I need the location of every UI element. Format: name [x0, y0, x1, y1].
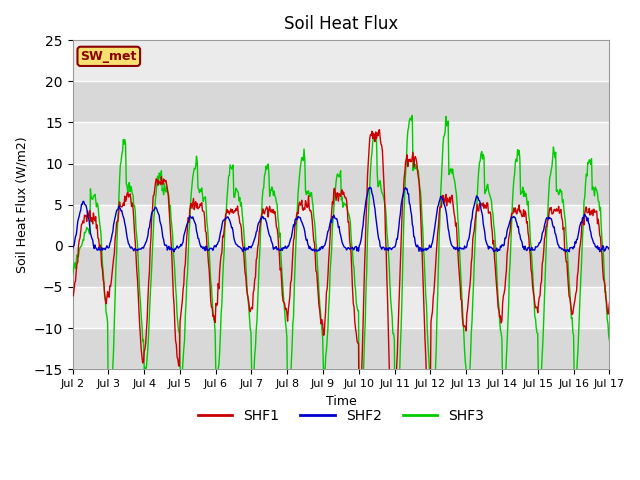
SHF3	[188, 182, 196, 188]
SHF1	[408, 158, 415, 164]
SHF3	[216, 332, 224, 338]
SHF2	[189, 214, 196, 220]
SHF2	[134, 248, 141, 253]
Line: SHF3: SHF3	[72, 115, 609, 467]
SHF2	[408, 212, 415, 218]
SHF1	[68, 289, 76, 295]
Text: SW_met: SW_met	[81, 50, 137, 63]
SHF3	[407, 115, 415, 121]
Bar	[72, 164, 609, 204]
Bar	[72, 40, 609, 81]
SHF1	[188, 205, 196, 211]
Y-axis label: Soil Heat Flux (W/m2): Soil Heat Flux (W/m2)	[15, 136, 28, 273]
SHF3	[78, 240, 86, 246]
SHF1	[390, 448, 397, 454]
SHF2	[170, 249, 178, 255]
Title: Soil Heat Flux: Soil Heat Flux	[284, 15, 398, 33]
Legend: SHF1, SHF2, SHF3: SHF1, SHF2, SHF3	[192, 403, 490, 428]
X-axis label: Time: Time	[326, 395, 356, 408]
SHF3	[605, 337, 613, 343]
Line: SHF2: SHF2	[72, 187, 609, 252]
Bar	[72, 287, 609, 328]
SHF1	[134, 277, 141, 283]
SHF3	[68, 272, 76, 278]
SHF1	[424, 383, 431, 389]
Bar	[72, 81, 609, 122]
Bar	[72, 328, 609, 369]
Bar	[72, 122, 609, 164]
Bar	[72, 204, 609, 246]
SHF2	[218, 227, 225, 233]
SHF2	[367, 184, 374, 190]
Bar	[72, 246, 609, 287]
SHF3	[424, 327, 431, 333]
SHF2	[68, 246, 76, 252]
SHF1	[78, 221, 86, 227]
SHF3	[392, 464, 400, 469]
SHF1	[216, 259, 224, 264]
SHF2	[78, 202, 86, 207]
SHF3	[408, 112, 416, 118]
SHF1	[605, 300, 613, 306]
Line: SHF1: SHF1	[72, 130, 609, 451]
SHF3	[134, 241, 141, 247]
SHF2	[605, 245, 613, 251]
SHF1	[376, 127, 383, 132]
SHF2	[424, 245, 431, 251]
